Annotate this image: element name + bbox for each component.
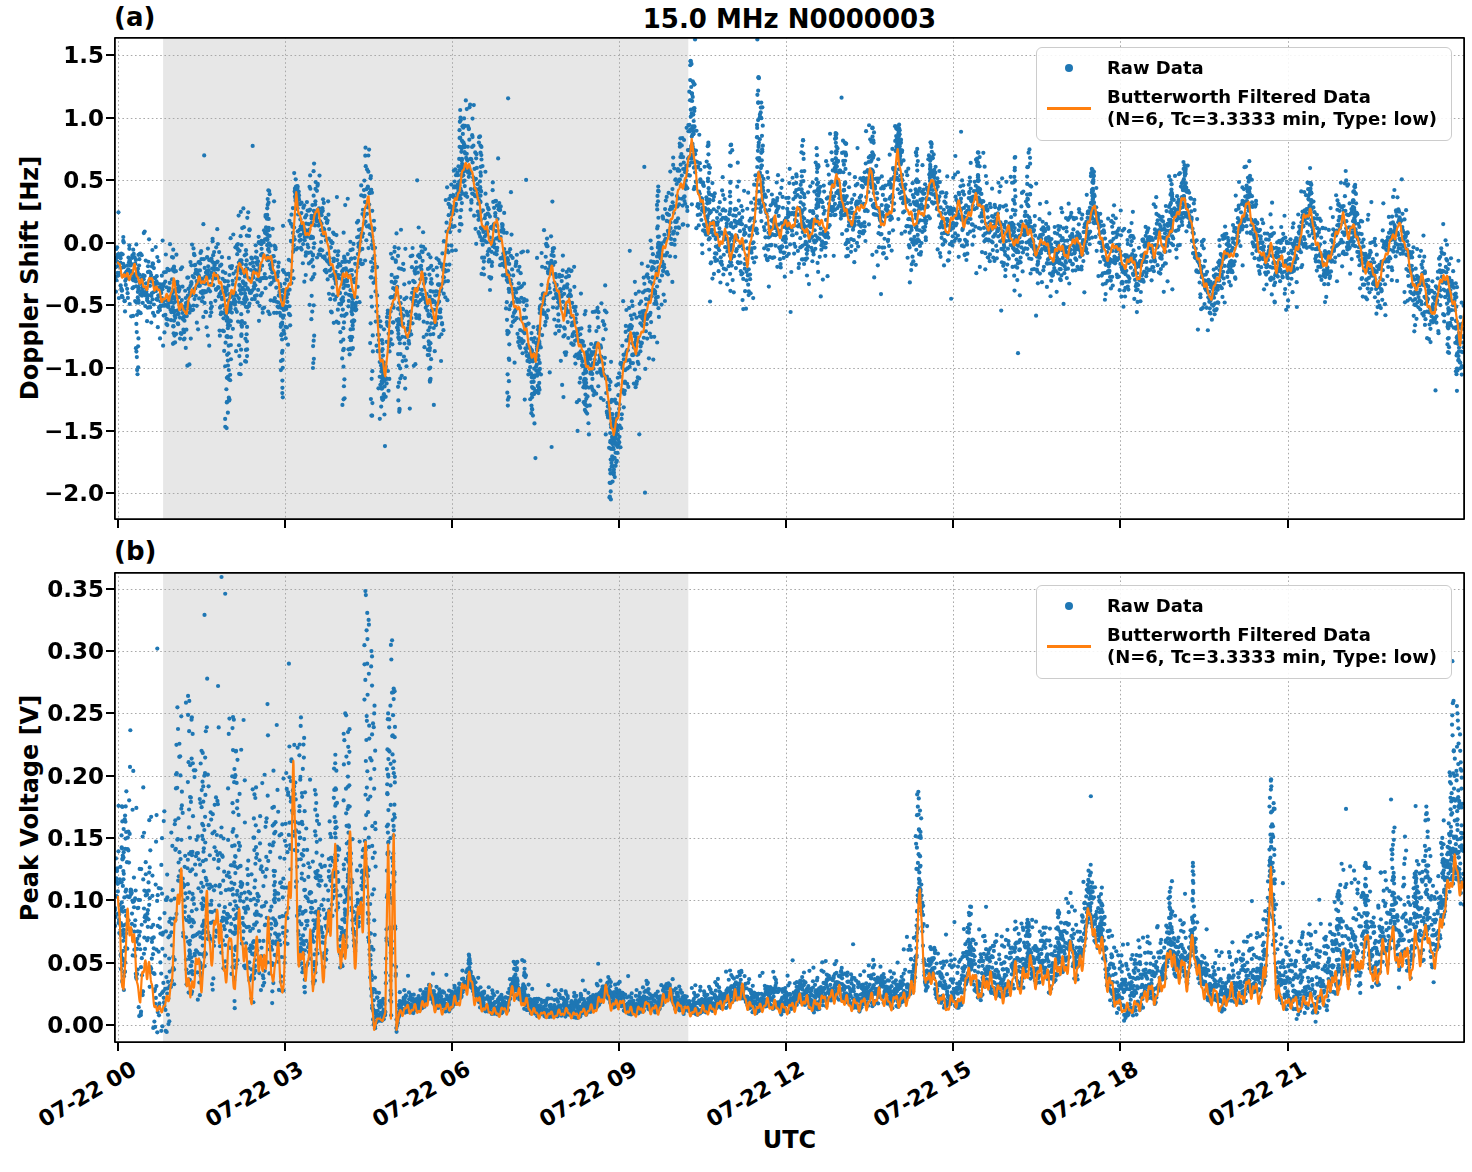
y-tick-label: 0.10 xyxy=(16,887,104,913)
y-tick-label: 0.20 xyxy=(16,763,104,789)
x-tick-mark xyxy=(117,520,119,528)
y-tick-label: 1.5 xyxy=(16,42,104,68)
x-tick-mark xyxy=(117,1043,119,1051)
x-tick-mark xyxy=(284,1043,286,1051)
y-tick-mark xyxy=(106,304,114,306)
x-tick-mark xyxy=(618,1043,620,1051)
x-tick-mark xyxy=(618,520,620,528)
legend-filtered-label-line1: Butterworth Filtered Data xyxy=(1107,86,1437,109)
y-tick-mark xyxy=(106,712,114,714)
x-tick-mark xyxy=(451,1043,453,1051)
panel-a-letter: (a) xyxy=(114,2,155,32)
figure: 15.0 MHz N0000003 (a) (b) Doppler Shift … xyxy=(0,0,1472,1172)
y-tick-label: 0.30 xyxy=(16,638,104,664)
x-tick-mark xyxy=(284,520,286,528)
x-tick-mark xyxy=(952,520,954,528)
y-tick-label: 1.0 xyxy=(16,105,104,131)
raw-data-marker-icon xyxy=(1047,64,1091,72)
y-tick-label: 0.35 xyxy=(16,576,104,602)
y-tick-label: −0.5 xyxy=(16,292,104,318)
legend-row-raw: Raw Data xyxy=(1047,595,1437,618)
y-tick-mark xyxy=(106,775,114,777)
y-tick-mark xyxy=(106,650,114,652)
filtered-line-marker-icon xyxy=(1047,645,1091,648)
panel-a-legend: Raw Data Butterworth Filtered Data (N=6,… xyxy=(1036,47,1452,141)
legend-raw-label: Raw Data xyxy=(1107,595,1204,618)
chart-title: 15.0 MHz N0000003 xyxy=(114,4,1465,34)
y-tick-label: −1.5 xyxy=(16,418,104,444)
x-tick-mark xyxy=(1287,520,1289,528)
y-tick-label: 0.25 xyxy=(16,700,104,726)
legend-row-filtered: Butterworth Filtered Data (N=6, Tc=3.333… xyxy=(1047,86,1437,131)
y-tick-mark xyxy=(106,430,114,432)
y-tick-mark xyxy=(106,837,114,839)
raw-data-marker-icon xyxy=(1047,602,1091,610)
filtered-line-marker-icon xyxy=(1047,107,1091,110)
y-tick-mark xyxy=(106,54,114,56)
y-tick-label: 0.00 xyxy=(16,1012,104,1038)
legend-raw-label: Raw Data xyxy=(1107,57,1204,80)
legend-filtered-label-line2: (N=6, Tc=3.3333 min, Type: low) xyxy=(1107,108,1437,131)
legend-filtered-label-line2: (N=6, Tc=3.3333 min, Type: low) xyxy=(1107,646,1437,669)
y-tick-label: 0.5 xyxy=(16,167,104,193)
y-tick-mark xyxy=(106,492,114,494)
y-tick-mark xyxy=(106,899,114,901)
x-tick-mark xyxy=(785,1043,787,1051)
panel-b-letter: (b) xyxy=(114,536,156,566)
y-tick-mark xyxy=(106,1024,114,1026)
y-tick-mark xyxy=(106,367,114,369)
y-tick-mark xyxy=(106,117,114,119)
legend-row-filtered: Butterworth Filtered Data (N=6, Tc=3.333… xyxy=(1047,624,1437,669)
x-axis-label: UTC xyxy=(114,1126,1465,1154)
x-tick-mark xyxy=(1119,520,1121,528)
x-tick-mark xyxy=(952,1043,954,1051)
x-tick-mark xyxy=(1119,1043,1121,1051)
y-tick-mark xyxy=(106,588,114,590)
y-tick-mark xyxy=(106,179,114,181)
legend-filtered-label-line1: Butterworth Filtered Data xyxy=(1107,624,1437,647)
y-tick-label: 0.15 xyxy=(16,825,104,851)
x-tick-mark xyxy=(1287,1043,1289,1051)
y-tick-label: −1.0 xyxy=(16,355,104,381)
y-tick-label: 0.05 xyxy=(16,950,104,976)
y-tick-mark xyxy=(106,242,114,244)
legend-row-raw: Raw Data xyxy=(1047,57,1437,80)
y-tick-label: −2.0 xyxy=(16,480,104,506)
panel-b-legend: Raw Data Butterworth Filtered Data (N=6,… xyxy=(1036,585,1452,679)
x-tick-mark xyxy=(785,520,787,528)
y-tick-label: 0.0 xyxy=(16,230,104,256)
legend-filtered-label: Butterworth Filtered Data (N=6, Tc=3.333… xyxy=(1107,624,1437,669)
x-tick-mark xyxy=(451,520,453,528)
y-tick-mark xyxy=(106,962,114,964)
legend-filtered-label: Butterworth Filtered Data (N=6, Tc=3.333… xyxy=(1107,86,1437,131)
